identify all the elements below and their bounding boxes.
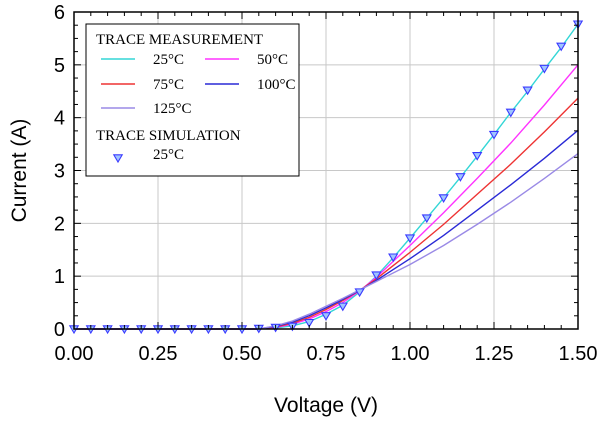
legend-label-1: 50°C	[257, 52, 288, 68]
legend-entry-4: 125°C	[101, 101, 192, 117]
legend: TRACE MEASUREMENT TRACE SIMULATION 25°C 5…	[85, 23, 300, 177]
sim-point-26	[505, 108, 516, 118]
y-tick-labels: 0 1 2 3 4 5 6	[54, 2, 65, 341]
sim-point-22	[438, 194, 449, 204]
x-tick-label-6: 1.50	[559, 343, 598, 365]
sim-point-29	[556, 42, 567, 52]
sim-point-18	[371, 271, 382, 281]
legend-entry-0: 25°C	[101, 52, 184, 68]
legend-box	[85, 23, 300, 177]
y-tick-label-3: 3	[54, 161, 65, 183]
sim-point-23	[455, 173, 466, 182]
sim-point-20	[404, 234, 416, 244]
sim-point-27	[522, 86, 533, 96]
legend-entry-1: 50°C	[205, 52, 288, 68]
x-tick-label-0: 0.00	[55, 343, 94, 365]
legend-entry-3: 100°C	[205, 77, 296, 93]
legend-entries: 25°C 50°C 75°C 100°C 125°C 25°C	[101, 52, 296, 164]
sim-point-25	[488, 130, 500, 140]
x-tick-label-1: 0.25	[139, 343, 178, 365]
legend-label-2: 75°C	[153, 77, 184, 93]
y-tick-label-1: 1	[54, 266, 65, 288]
y-tick-label-5: 5	[54, 55, 65, 77]
sim-point-15	[320, 312, 332, 321]
x-tick-label-5: 1.25	[475, 343, 514, 365]
legend-entry-2: 75°C	[101, 77, 184, 93]
legend-entry-5: 25°C	[112, 147, 184, 164]
y-axis-title: Current (A)	[8, 119, 31, 223]
sim-point-17	[354, 288, 365, 298]
sim-point-28	[539, 64, 550, 74]
x-tick-labels: 0.00 0.25 0.50 0.75 1.00 1.25 1.50	[55, 343, 598, 365]
legend-label-5: 25°C	[153, 147, 184, 163]
legend-label-4: 125°C	[153, 101, 192, 117]
sim-point-16	[337, 302, 348, 312]
y-tick-label-2: 2	[54, 213, 65, 235]
legend-swatch-5	[112, 154, 124, 164]
sim-point-21	[421, 214, 432, 224]
tick-marks	[73, 11, 579, 330]
legend-label-3: 100°C	[257, 77, 296, 93]
y-tick-label-6: 6	[54, 2, 65, 24]
sim-point-24	[472, 152, 483, 161]
sim-point-14	[304, 318, 315, 328]
sim-point-19	[388, 253, 399, 263]
y-tick-label-0: 0	[54, 319, 65, 341]
x-tick-label-3: 0.75	[307, 343, 346, 365]
legend-group-title-simulation: TRACE SIMULATION	[96, 128, 241, 144]
legend-group-title-measurement: TRACE MEASUREMENT	[96, 32, 263, 48]
legend-label-0: 25°C	[153, 52, 184, 68]
y-tick-label-4: 4	[54, 108, 65, 130]
x-tick-label-2: 0.50	[223, 343, 262, 365]
x-tick-label-4: 1.00	[391, 343, 430, 365]
x-axis-title: Voltage (V)	[274, 394, 378, 417]
